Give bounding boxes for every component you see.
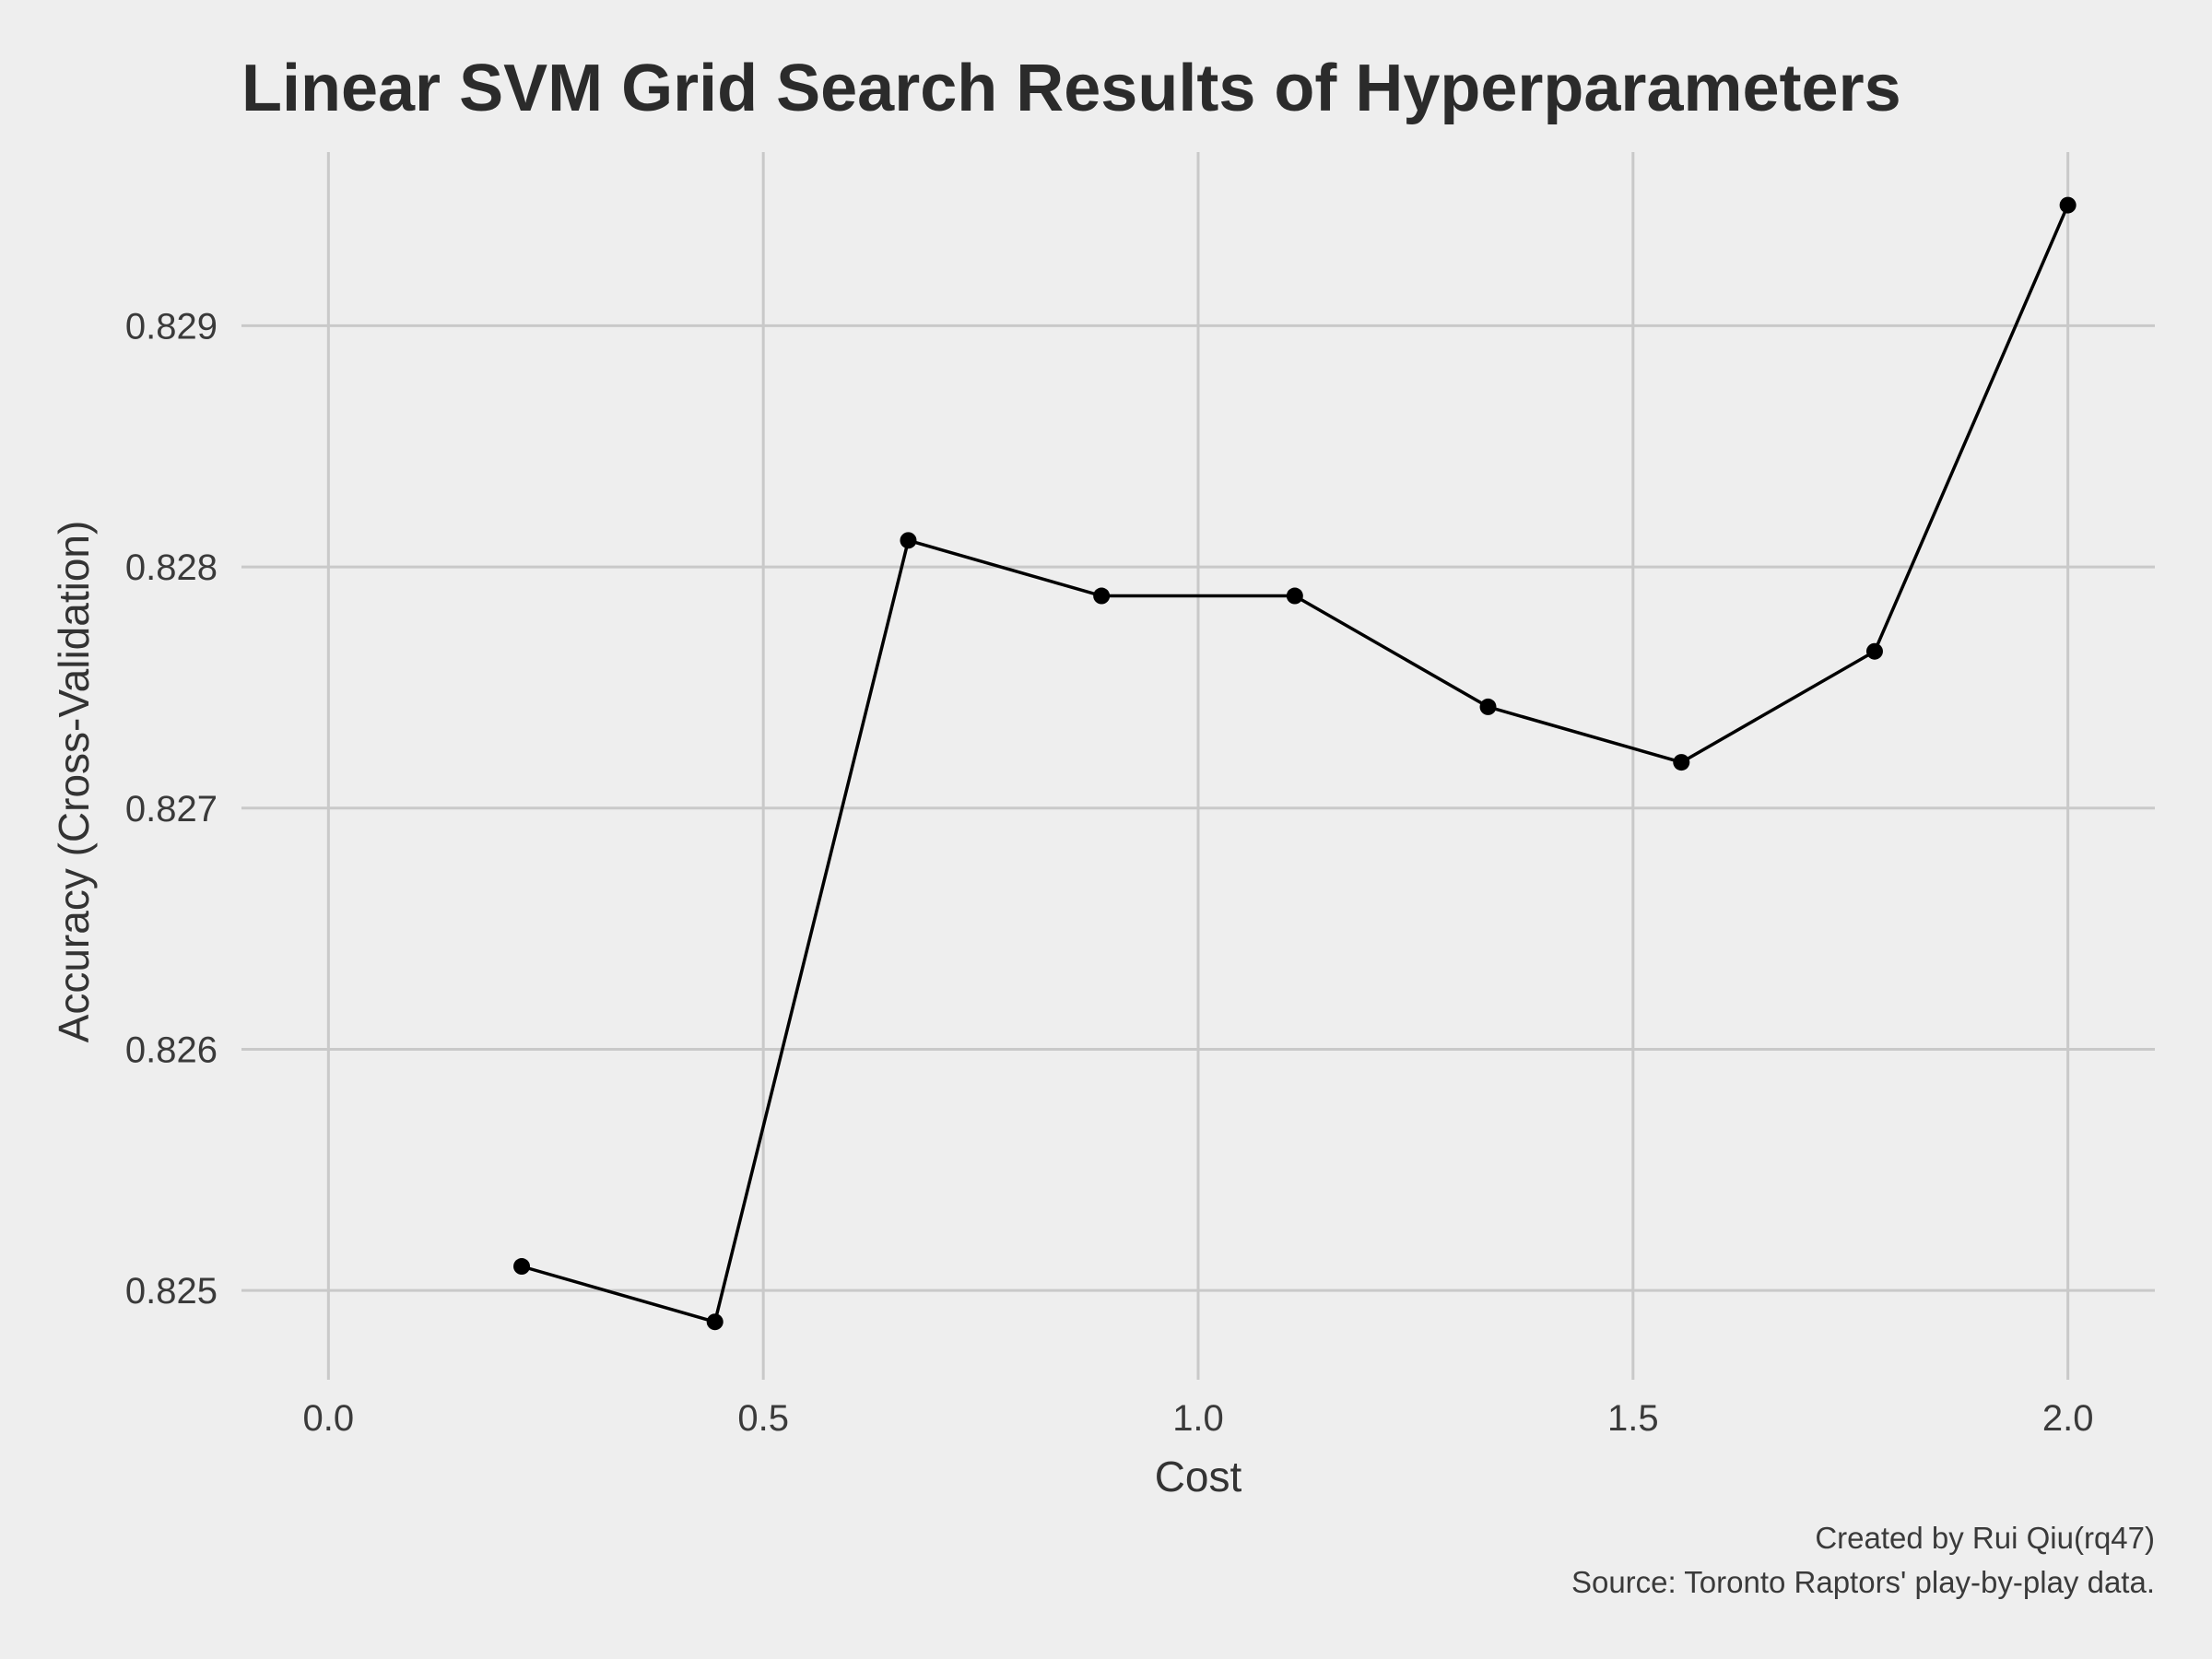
data-point bbox=[1479, 698, 1497, 715]
grid-lines bbox=[241, 152, 2155, 1380]
data-point bbox=[900, 532, 917, 549]
data-point bbox=[1673, 754, 1690, 771]
y-tick-label: 0.827 bbox=[125, 789, 218, 830]
y-tick-label: 0.829 bbox=[125, 306, 218, 347]
data-point bbox=[1286, 587, 1303, 605]
data-point bbox=[1093, 587, 1111, 605]
x-axis-title: Cost bbox=[1155, 1453, 1242, 1500]
chart-title: Linear SVM Grid Search Results of Hyperp… bbox=[241, 52, 1901, 125]
x-tick-label: 1.5 bbox=[1607, 1398, 1659, 1439]
data-points bbox=[513, 196, 2077, 1331]
data-point bbox=[1865, 642, 1883, 660]
caption-credit: Created by Rui Qiu(rq47) bbox=[1815, 1521, 2155, 1555]
y-tick-label: 0.825 bbox=[125, 1271, 218, 1312]
data-point bbox=[513, 1258, 531, 1276]
y-tick-label: 0.828 bbox=[125, 547, 218, 588]
data-point bbox=[2059, 196, 2077, 214]
tick-labels: 0.0 0.5 1.0 1.5 2.0 0.825 0.826 0.827 0.828 0.829 bbox=[125, 306, 2094, 1439]
y-axis-title: Accuracy (Cross-Validation) bbox=[50, 521, 98, 1043]
caption-source: Source: Toronto Raptors' play-by-play da… bbox=[1571, 1565, 2155, 1599]
x-tick-label: 0.0 bbox=[303, 1398, 355, 1439]
x-tick-label: 2.0 bbox=[2042, 1398, 2094, 1439]
y-tick-label: 0.826 bbox=[125, 1030, 218, 1070]
data-point bbox=[706, 1313, 724, 1331]
x-tick-label: 0.5 bbox=[737, 1398, 789, 1439]
x-tick-label: 1.0 bbox=[1172, 1398, 1224, 1439]
